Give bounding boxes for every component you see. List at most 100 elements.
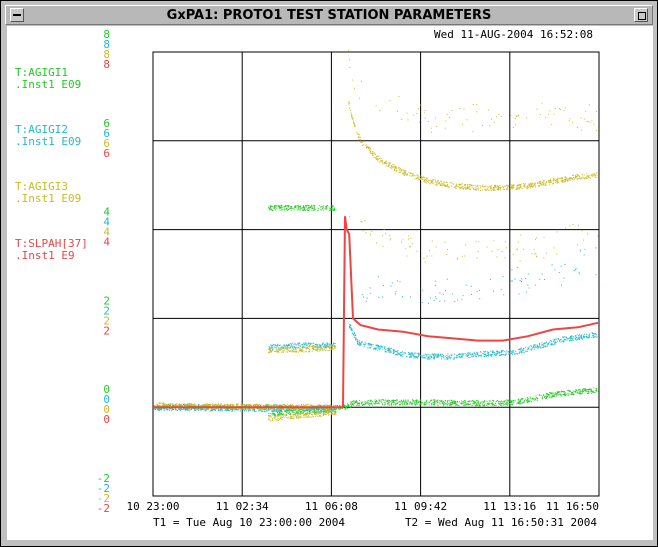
data-point xyxy=(332,405,334,407)
data-point xyxy=(468,188,470,190)
data-point xyxy=(289,208,291,210)
data-point xyxy=(406,174,408,176)
data-point xyxy=(461,183,463,185)
data-point xyxy=(555,343,557,345)
data-point xyxy=(545,346,546,348)
data-point xyxy=(525,346,527,348)
data-point xyxy=(473,403,475,405)
data-point xyxy=(484,353,486,355)
data-point xyxy=(406,173,408,175)
data-point xyxy=(490,188,492,190)
data-point xyxy=(304,408,306,409)
data-point xyxy=(511,403,513,405)
data-point xyxy=(318,404,320,406)
data-point xyxy=(350,328,352,330)
data-point xyxy=(539,183,541,185)
data-point xyxy=(561,284,562,286)
data-point xyxy=(302,347,304,349)
data-point xyxy=(474,405,476,407)
data-point xyxy=(205,404,207,406)
data-point xyxy=(364,403,366,405)
x-tick-label: 11 09:42 xyxy=(394,500,447,513)
data-point xyxy=(532,398,534,400)
data-point xyxy=(442,184,444,186)
data-point xyxy=(545,398,547,399)
data-point xyxy=(500,355,502,357)
data-point xyxy=(252,409,254,411)
data-point xyxy=(300,205,302,207)
data-point xyxy=(285,209,287,210)
data-point xyxy=(476,352,478,354)
data-point xyxy=(580,336,582,338)
data-point xyxy=(423,404,425,406)
data-point xyxy=(301,207,303,209)
data-point xyxy=(414,352,416,354)
data-point xyxy=(452,358,454,360)
title-bar[interactable]: GxPA1: PROTO1 TEST STATION PARAMETERS xyxy=(5,5,653,25)
data-point xyxy=(491,187,492,189)
data-point xyxy=(331,205,333,207)
data-point xyxy=(209,410,211,412)
data-point xyxy=(508,354,510,356)
data-point xyxy=(312,347,314,349)
data-point xyxy=(436,298,438,300)
data-point xyxy=(499,188,501,190)
data-point xyxy=(448,185,450,187)
t2-label: T2 = Wed Aug 11 16:50:31 2004 xyxy=(405,516,597,529)
data-point xyxy=(465,403,467,405)
data-point xyxy=(269,208,271,210)
data-point xyxy=(370,343,372,345)
data-point xyxy=(360,343,362,345)
data-point xyxy=(365,300,367,302)
y-tick-label: 2 xyxy=(103,304,110,317)
data-point xyxy=(485,351,487,353)
data-point xyxy=(508,399,510,401)
data-point xyxy=(281,206,283,208)
data-point xyxy=(491,351,493,353)
data-point xyxy=(370,401,372,402)
data-point xyxy=(437,401,439,403)
data-point xyxy=(253,410,255,411)
data-point xyxy=(302,344,304,346)
data-point xyxy=(377,346,379,348)
window-menu-button[interactable] xyxy=(10,8,24,22)
data-point xyxy=(401,355,403,357)
data-point xyxy=(384,346,386,348)
data-point xyxy=(477,189,479,191)
data-point xyxy=(363,401,365,403)
data-point xyxy=(230,408,232,410)
data-point xyxy=(249,403,251,405)
data-point xyxy=(594,175,596,176)
data-point xyxy=(541,344,542,346)
maximize-button[interactable] xyxy=(634,8,648,22)
data-point xyxy=(329,346,331,348)
data-point xyxy=(285,348,287,350)
data-point xyxy=(223,405,225,407)
data-point xyxy=(286,415,288,416)
data-point xyxy=(433,404,435,406)
data-point xyxy=(272,410,274,412)
data-point xyxy=(327,411,329,413)
data-point xyxy=(520,352,522,354)
data-point xyxy=(289,345,291,347)
data-point xyxy=(504,404,506,406)
data-point xyxy=(530,401,532,402)
data-point xyxy=(591,392,593,394)
data-point xyxy=(424,181,426,183)
data-point xyxy=(434,358,436,360)
data-point xyxy=(313,411,315,413)
data-point xyxy=(166,409,168,411)
data-point xyxy=(443,402,445,404)
data-point xyxy=(502,404,504,406)
data-point xyxy=(232,403,234,405)
data-point xyxy=(275,346,277,348)
data-point xyxy=(440,180,442,182)
data-point xyxy=(490,184,492,186)
data-point xyxy=(302,413,304,415)
data-point xyxy=(486,185,488,187)
data-point xyxy=(221,410,223,412)
data-point xyxy=(497,399,498,401)
data-point xyxy=(455,354,457,356)
data-point xyxy=(160,408,162,410)
